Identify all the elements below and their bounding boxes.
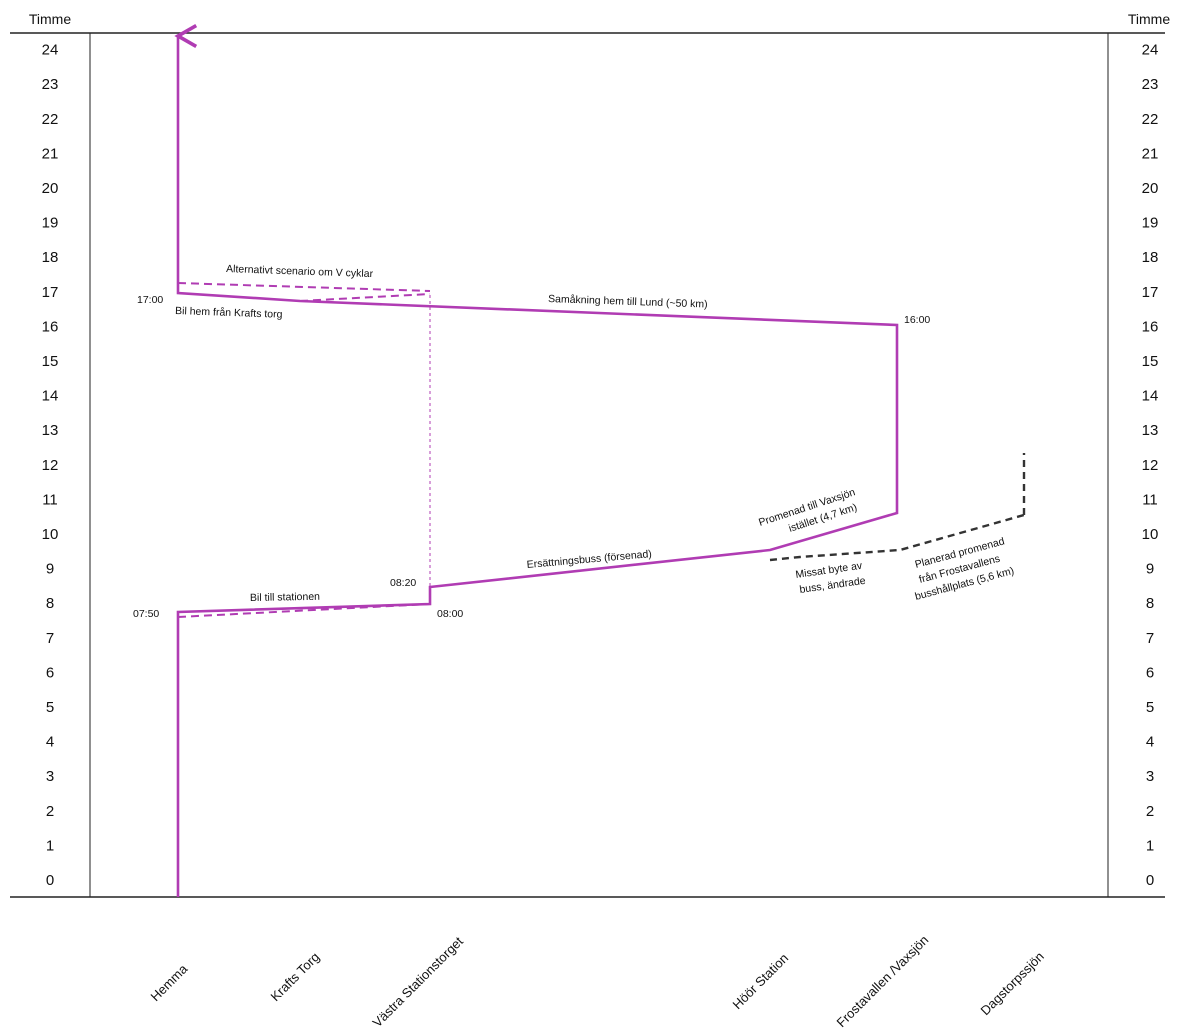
- place-label-dagstorpssjon: Dagstorpssjön: [978, 949, 1047, 1018]
- tick-label-left-9: 9: [46, 561, 54, 578]
- tick-label-left-13: 13: [42, 422, 59, 439]
- tick-label-right-5: 5: [1146, 699, 1154, 716]
- tick-label-left-23: 23: [42, 76, 59, 93]
- tick-label-right-17: 17: [1142, 284, 1159, 301]
- time-label-0800: 08:00: [437, 608, 463, 620]
- alt-evening-dashed-upper: [177, 282, 431, 292]
- tick-label-left-14: 14: [42, 388, 59, 405]
- tick-label-right-13: 13: [1142, 422, 1159, 439]
- left-axis-title: Timme: [29, 11, 71, 27]
- tick-label-right-9: 9: [1146, 561, 1154, 578]
- planned-path: [769, 453, 1026, 562]
- planned-dashed-line: [769, 513, 1025, 562]
- place-label-frostavallen: Frostavallen /Vaxsjön: [834, 932, 932, 1030]
- note-car-home: Bil hem från Krafts torg: [175, 305, 283, 321]
- tick-label-left-12: 12: [42, 457, 59, 474]
- tick-label-left-21: 21: [42, 145, 59, 162]
- right-axis-title: Timme: [1128, 11, 1170, 27]
- tick-label-left-4: 4: [46, 734, 54, 751]
- tick-label-left-3: 3: [46, 768, 54, 785]
- tick-label-right-21: 21: [1142, 145, 1159, 162]
- tick-label-left-0: 0: [46, 872, 54, 889]
- note-car-station: Bil till stationen: [250, 591, 320, 604]
- tick-label-right-11: 11: [1142, 491, 1158, 508]
- time-label-1600: 16:00: [904, 314, 930, 326]
- tick-label-right-0: 0: [1146, 872, 1154, 889]
- tick-label-left-17: 17: [42, 284, 59, 301]
- tick-label-right-20: 20: [1142, 180, 1159, 197]
- tick-label-left-7: 7: [46, 630, 54, 647]
- tick-label-left-10: 10: [42, 526, 59, 543]
- note-carpool: Samåkning hem till Lund (~50 km): [548, 293, 708, 311]
- tick-label-right-15: 15: [1142, 353, 1159, 370]
- actual-path-line: [174, 24, 899, 897]
- tick-label-right-8: 8: [1146, 595, 1154, 612]
- tick-label-right-18: 18: [1142, 249, 1159, 266]
- tick-label-left-6: 6: [46, 664, 54, 681]
- tick-label-right-7: 7: [1146, 630, 1154, 647]
- time-label-0820: 08:20: [390, 577, 416, 589]
- place-label-hoor-station: Höör Station: [730, 950, 792, 1012]
- tick-label-left-5: 5: [46, 699, 54, 716]
- tick-label-left-18: 18: [42, 249, 59, 266]
- tick-label-right-4: 4: [1146, 734, 1154, 751]
- place-label-vastra-stationstorget: Västra Stationstorget: [370, 933, 467, 1030]
- tick-label-left-11: 11: [42, 491, 58, 508]
- tick-label-left-16: 16: [42, 318, 59, 335]
- note-alt-scenario: Alternativt scenario om V cyklar: [226, 263, 374, 280]
- tick-label-left-24: 24: [42, 42, 59, 59]
- tick-label-left-8: 8: [46, 595, 54, 612]
- place-label-krafts-torg: Krafts Torg: [268, 949, 323, 1004]
- tick-label-left-15: 15: [42, 353, 59, 370]
- tick-label-right-19: 19: [1142, 215, 1159, 232]
- tick-label-right-24: 24: [1142, 42, 1159, 59]
- alt-evening-dashed-lower: [299, 293, 431, 302]
- tick-label-right-2: 2: [1146, 803, 1154, 820]
- tick-label-right-22: 22: [1142, 111, 1159, 128]
- tick-label-right-6: 6: [1146, 664, 1154, 681]
- place-label-hemma: Hemma: [148, 961, 191, 1004]
- alternative-path: [177, 282, 431, 618]
- tick-label-left-19: 19: [42, 215, 59, 232]
- tick-label-right-14: 14: [1142, 388, 1159, 405]
- tick-label-left-1: 1: [46, 837, 54, 854]
- tick-label-left-22: 22: [42, 111, 59, 128]
- tick-label-right-1: 1: [1146, 837, 1154, 854]
- tick-label-right-12: 12: [1142, 457, 1159, 474]
- tick-label-left-20: 20: [42, 180, 59, 197]
- tick-label-right-16: 16: [1142, 318, 1159, 335]
- time-label-1700: 17:00: [137, 294, 163, 306]
- tick-label-right-10: 10: [1142, 526, 1159, 543]
- tick-label-right-3: 3: [1146, 768, 1154, 785]
- tick-label-left-2: 2: [46, 803, 54, 820]
- note-replacement-bus: Ersättningsbuss (försenad): [526, 548, 652, 571]
- tick-label-right-23: 23: [1142, 76, 1159, 93]
- time-label-0750: 07:50: [133, 608, 159, 620]
